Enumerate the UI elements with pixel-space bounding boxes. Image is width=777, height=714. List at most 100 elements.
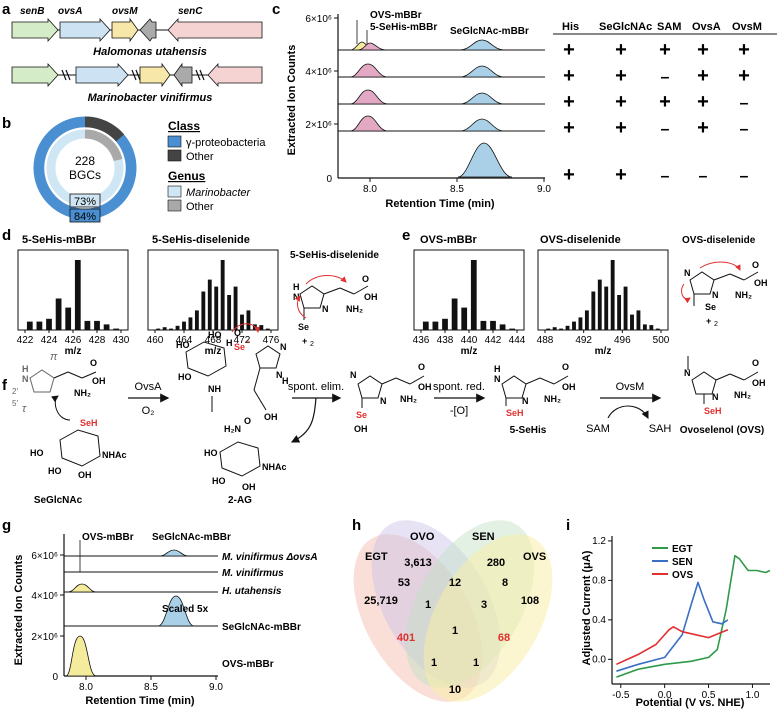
table-cell-r5-c5: –: [740, 168, 749, 185]
venn-center: 1: [452, 625, 458, 637]
venn-ovs: 108: [521, 595, 539, 607]
g-ytick-4: 4×10⁶: [31, 591, 58, 602]
svg-text:2: 2: [714, 321, 718, 328]
d1-bar: [46, 318, 52, 330]
table-cell-r1-c3: +: [659, 39, 671, 61]
svg-text:OH: OH: [754, 278, 768, 288]
e2-bar: [642, 324, 647, 330]
e-struct-title: OVS-diselenide: [682, 235, 756, 246]
d1-bar: [103, 324, 110, 330]
i-series-sen: [616, 581, 729, 672]
svg-text:N: N: [380, 396, 387, 406]
venn-egt-ovs: 401: [397, 632, 415, 644]
venn-bottom: 10: [449, 684, 461, 696]
gene-arrow-senC: [167, 17, 263, 43]
table-cell-r1-c1: +: [563, 39, 575, 61]
c-peak-ovs: OVS-mBBr: [370, 10, 422, 21]
c-ytick-0: 0: [326, 174, 332, 185]
table-cell-r2-c4: +: [697, 65, 709, 87]
svg-text:2′: 2′: [12, 387, 18, 396]
table-cell-r3-c4: +: [697, 91, 709, 113]
f-name-ovs: Ovoselenol (OVS): [680, 425, 764, 436]
i-xlabel: Potential (V vs. NHE): [636, 697, 745, 709]
g-scaled: Scaled 5x: [162, 604, 209, 615]
chromatogram-g: Extracted Ion Counts 6×10⁶ 4×10⁶ 2×10⁶ 0…: [13, 532, 318, 707]
g-xtick-3: 9.0: [209, 682, 223, 693]
venn-ovo: 3,613: [404, 557, 432, 569]
gene-arrow-senB: [11, 17, 59, 43]
d1-bar: [36, 321, 43, 330]
svg-text:N: N: [494, 374, 501, 384]
i-xtick: 1.0: [745, 690, 759, 701]
g-ytick-2: 2×10⁶: [31, 632, 58, 643]
table-header-sam: SAM: [657, 21, 681, 33]
gene-label-ovsA: ovsA: [58, 6, 82, 17]
e2-bar: [565, 325, 570, 330]
donut-legend: Class γ-proteobacteria Other Genus Marin…: [167, 119, 266, 213]
d1-bar: [26, 321, 33, 330]
legend-genus-1: Marinobacter: [186, 187, 252, 199]
svg-text:H: H: [226, 338, 233, 348]
d2-bar: [201, 291, 206, 330]
e2-bar: [578, 317, 583, 330]
organism-label-1: Halomonas utahensis: [93, 46, 207, 58]
c-xtick-3: 9.0: [537, 184, 551, 195]
d2-bar: [214, 286, 219, 330]
g-ylabel: Extracted Ion Counts: [13, 555, 25, 666]
svg-text:N: N: [712, 392, 719, 402]
g-trace-5: OVS-mBBr: [222, 659, 274, 670]
venn-egt-ovo-sen: 1: [425, 599, 431, 611]
svg-text:N: N: [22, 374, 29, 384]
e1-bar: [422, 321, 429, 330]
g-xtick-2: 8.5: [144, 682, 158, 693]
table-cell-r3-c3: +: [659, 91, 671, 113]
d2-bar: [246, 310, 251, 330]
svg-text:H₂N: H₂N: [224, 424, 241, 434]
svg-text:H: H: [22, 364, 29, 374]
e1-bar: [480, 320, 487, 330]
legend-class-1: γ-proteobacteria: [186, 137, 266, 149]
donut-inner-pct: 73%: [74, 196, 96, 208]
d1-bar: [55, 298, 62, 330]
panel-label-b: b: [2, 115, 11, 132]
panel-label-c: c: [272, 1, 280, 18]
svg-text:OH: OH: [562, 382, 576, 392]
e2-bar: [552, 327, 557, 330]
d2-bar: [220, 260, 225, 330]
d2-bar: [240, 314, 244, 330]
structure-sehis-diselenide: HN N OOH NH₂ Se +2: [293, 274, 378, 348]
d2-frame: [147, 249, 279, 331]
legend-egt: EGT: [672, 544, 693, 555]
d2-bar: [162, 327, 167, 330]
svg-text:HO: HO: [176, 340, 190, 350]
svg-text:O: O: [244, 416, 251, 426]
f-arrow3-bottom: -[O]: [450, 405, 468, 417]
c-ytick-4: 4×10⁶: [305, 67, 332, 78]
e2-bar: [617, 295, 622, 330]
svg-text:SeH: SeH: [704, 406, 722, 416]
svg-text:NH₂: NH₂: [735, 290, 752, 300]
i-xtick: 0.0: [658, 690, 672, 701]
table-body: + + + + + + + – + + + + + + – + + – + – + + – – –: [563, 39, 750, 186]
svg-text:H: H: [293, 282, 300, 292]
f-arrow1-top: OvsA: [135, 381, 163, 393]
svg-text:NHAc: NHAc: [102, 450, 127, 460]
e2-bar: [623, 286, 628, 330]
venn-egt-sen-ovs: 1: [431, 657, 437, 669]
c-xlabel: Retention Time (min): [385, 198, 495, 210]
svg-text:SeH: SeH: [506, 408, 524, 418]
g-trace-3: H. utahensis: [222, 586, 282, 597]
svg-text:τ: τ: [22, 403, 27, 415]
d2-bar: [188, 317, 193, 330]
e2-xtick: 488: [537, 335, 554, 346]
gene-cluster-marinobacter: Marinobacter vinifirmus: [11, 62, 263, 104]
venn-set-ovo: OVO: [410, 531, 435, 543]
i-ylabel: Adjusted Current (μA): [581, 550, 593, 665]
table-cell-r5-c3: –: [661, 168, 670, 185]
svg-text:O: O: [234, 328, 241, 338]
e2-bar: [591, 291, 596, 330]
svg-text:Se: Se: [298, 322, 309, 332]
e1-bar: [442, 318, 448, 330]
table-cell-r1-c5: +: [738, 39, 750, 61]
legend-genus-title: Genus: [168, 169, 206, 183]
